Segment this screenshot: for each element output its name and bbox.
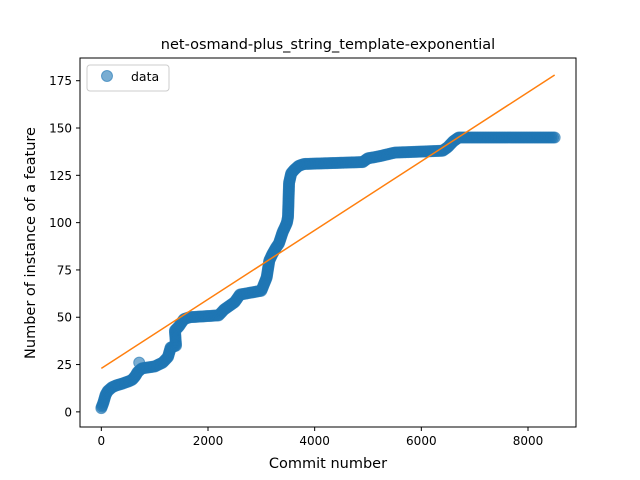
x-tick-label-0: 0 [98, 434, 106, 448]
fit-line [100, 74, 556, 369]
y-tick-label-3: 75 [57, 263, 72, 277]
data-point-outlier [133, 356, 146, 369]
fit-line-layer [100, 74, 556, 369]
y-tick-label-7: 175 [49, 74, 72, 88]
data-point [548, 131, 561, 144]
legend: data [86, 64, 170, 92]
data-points [95, 131, 561, 415]
x-tick-label-1: 2000 [193, 434, 224, 448]
legend-label-data: data [131, 69, 159, 84]
y-tick-label-2: 50 [57, 311, 72, 325]
y-tick-label-0: 0 [64, 405, 72, 419]
x-tick-label-4: 8000 [513, 434, 544, 448]
chart-title: net-osmand-plus_string_template-exponent… [161, 37, 495, 53]
legend-marker-data [101, 70, 113, 82]
y-tick-label-5: 125 [49, 169, 72, 183]
y-axis: 0 25 50 75 100 125 150 175 [49, 74, 80, 419]
x-tick-label-3: 6000 [406, 434, 437, 448]
y-tick-label-6: 150 [49, 122, 72, 136]
plot-area-frame [79, 57, 577, 428]
x-tick-label-2: 4000 [299, 434, 330, 448]
y-tick-label-1: 25 [57, 358, 72, 372]
y-axis-label: Number of instance of a feature [23, 127, 39, 359]
x-axis-label: Commit number [269, 456, 387, 472]
x-axis: 0 2000 4000 6000 8000 [98, 427, 544, 448]
y-tick-label-4: 100 [49, 216, 72, 230]
